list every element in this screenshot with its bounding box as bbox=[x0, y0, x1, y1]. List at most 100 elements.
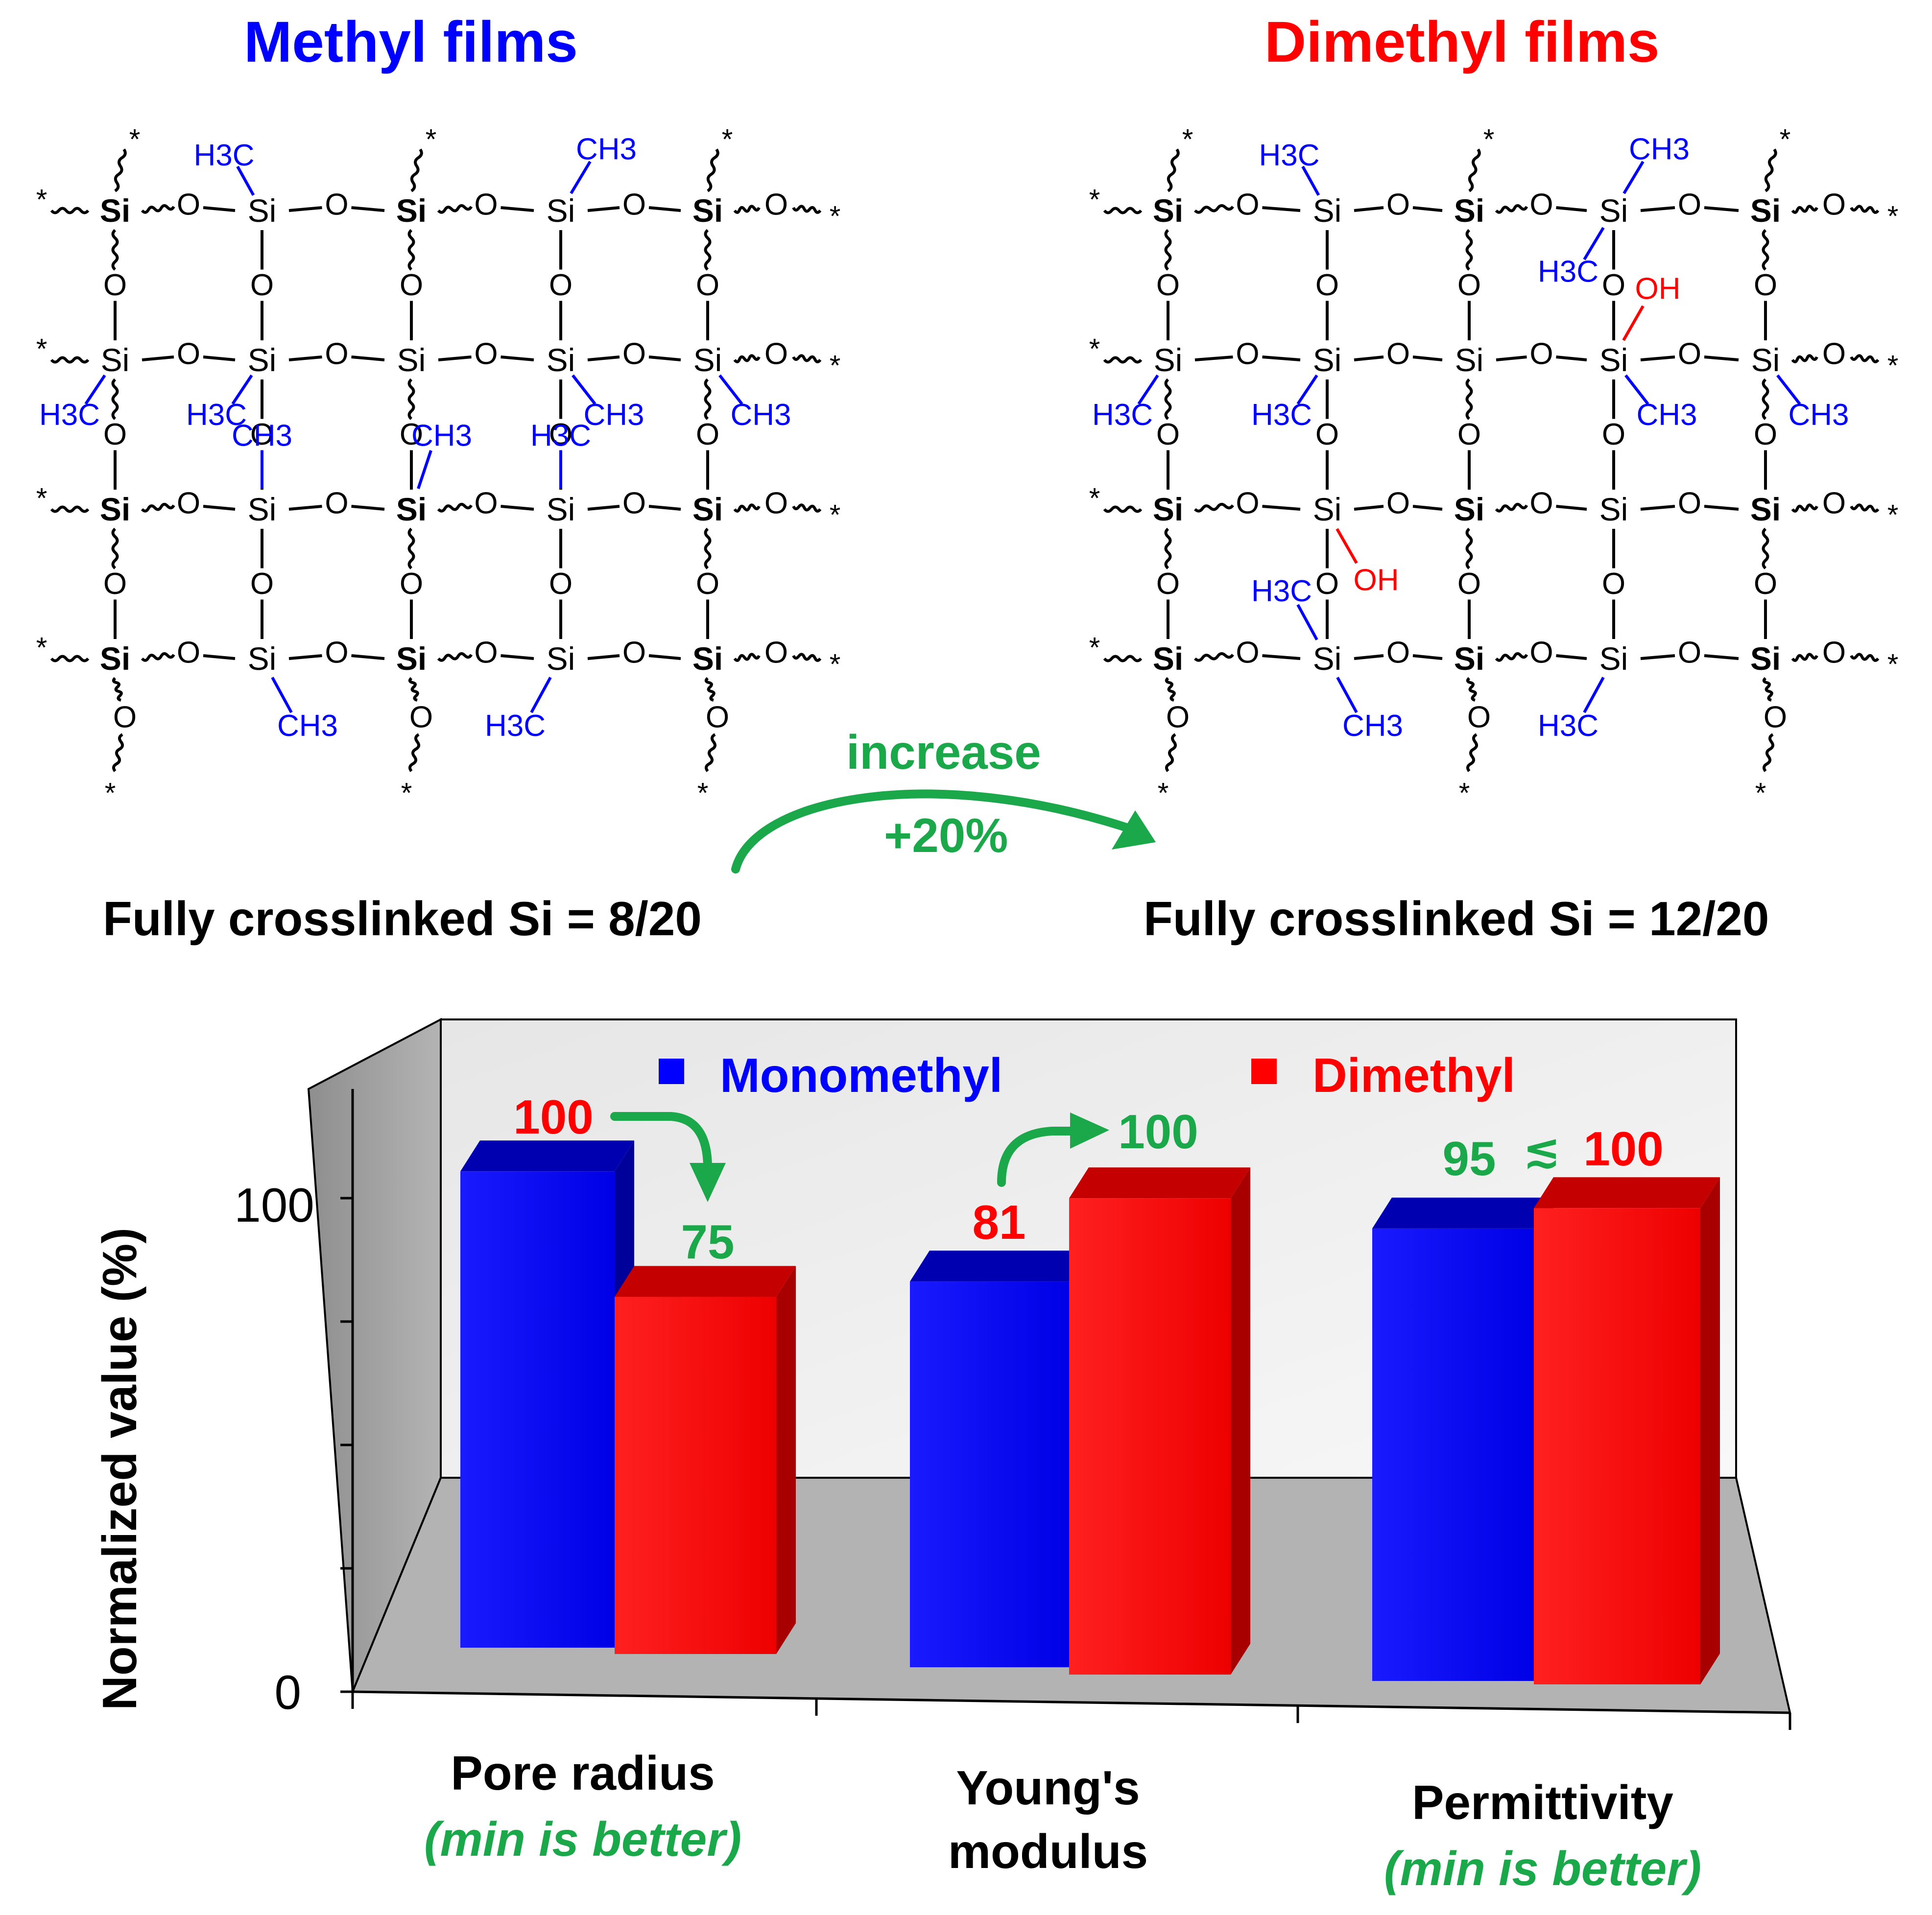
wavy-bond bbox=[1193, 652, 1234, 662]
wavy-bond bbox=[1791, 503, 1818, 513]
bar-front bbox=[615, 1297, 776, 1654]
bond bbox=[501, 355, 534, 361]
wavy-bond bbox=[1164, 229, 1172, 271]
bond bbox=[203, 505, 236, 511]
bond bbox=[1412, 355, 1443, 361]
legend-label-dimethyl: Dimethyl bbox=[1312, 1048, 1515, 1102]
bond bbox=[570, 161, 592, 194]
bar-monomethyl-1 bbox=[460, 1140, 634, 1648]
bond bbox=[1583, 227, 1605, 260]
oxygen-atom: O bbox=[1822, 636, 1846, 670]
wavy-bond bbox=[792, 354, 822, 363]
bond bbox=[1624, 374, 1649, 405]
methyl-group: H3C bbox=[1251, 574, 1312, 608]
wavy-bond bbox=[733, 503, 761, 513]
hydroxyl-group: OH bbox=[1635, 272, 1681, 306]
bond bbox=[1296, 374, 1318, 405]
wavy-bond bbox=[733, 354, 761, 363]
silicon-atom: Si bbox=[1750, 192, 1781, 229]
wavy-bond bbox=[792, 205, 822, 214]
bond bbox=[351, 505, 385, 511]
wavy-bond bbox=[114, 148, 127, 192]
bar-top bbox=[910, 1251, 1089, 1282]
chain-end-mark: * bbox=[1780, 124, 1791, 156]
wavy-bond bbox=[704, 677, 716, 702]
silicon-atom: Si bbox=[100, 491, 130, 527]
bond bbox=[1354, 654, 1384, 660]
bar-side bbox=[1231, 1167, 1250, 1675]
silicon-atom: Si bbox=[1313, 640, 1342, 677]
y-tick-label-0: 0 bbox=[274, 1665, 301, 1719]
oxygen-atom: O bbox=[113, 701, 137, 734]
silicon-atom: Si bbox=[1454, 640, 1484, 677]
oxygen-atom: O bbox=[325, 487, 348, 520]
chain-end-mark: * bbox=[1089, 333, 1100, 365]
oxygen-atom: O bbox=[1602, 567, 1625, 601]
pore-radius-end-label: 75 bbox=[681, 1215, 734, 1269]
chain-end-mark: * bbox=[401, 778, 412, 809]
right-title: Dimethyl films bbox=[1264, 10, 1660, 74]
oxygen-atom: O bbox=[250, 418, 274, 451]
oxygen-atom: O bbox=[409, 701, 433, 734]
wavy-bond bbox=[408, 733, 421, 772]
oxygen-atom: O bbox=[1386, 487, 1410, 520]
silicon-atom: Si bbox=[1751, 342, 1780, 378]
bond bbox=[203, 654, 236, 660]
oxygen-atom: O bbox=[764, 487, 788, 520]
silicon-atom: Si bbox=[1599, 491, 1628, 527]
y-tick-label-100: 100 bbox=[234, 1178, 314, 1232]
oxygen-atom: O bbox=[1236, 337, 1259, 371]
wavy-bond bbox=[437, 502, 473, 513]
oxygen-atom: O bbox=[177, 487, 200, 520]
bar-front bbox=[1372, 1228, 1534, 1681]
legend-swatch-monomethyl bbox=[659, 1059, 684, 1084]
silicon-atom: Si bbox=[692, 192, 723, 229]
bond bbox=[1556, 355, 1587, 361]
bond bbox=[351, 206, 385, 212]
wavy-bond bbox=[1103, 207, 1143, 214]
chain-end-mark: * bbox=[36, 483, 48, 515]
pore-radius-arrow-head bbox=[690, 1163, 726, 1202]
wavy-bond bbox=[1465, 527, 1473, 569]
bar-top bbox=[1372, 1197, 1553, 1229]
oxygen-atom: O bbox=[250, 567, 274, 601]
wavy-bond bbox=[407, 378, 415, 420]
oxygen-atom: O bbox=[325, 188, 348, 222]
bond bbox=[648, 206, 681, 212]
oxygen-atom: O bbox=[764, 337, 788, 371]
bond bbox=[203, 206, 236, 212]
oxygen-atom: O bbox=[1529, 487, 1553, 520]
bond bbox=[501, 505, 534, 511]
bar-top bbox=[615, 1266, 796, 1297]
oxygen-atom: O bbox=[622, 636, 646, 670]
oxygen-atom: O bbox=[1457, 567, 1481, 601]
bond bbox=[288, 355, 322, 361]
chain-end-mark: * bbox=[1089, 632, 1100, 664]
bond bbox=[501, 206, 534, 212]
wavy-bond bbox=[1762, 378, 1769, 420]
wavy-bond bbox=[1850, 653, 1880, 662]
hydroxyl-group: OH bbox=[1354, 564, 1399, 597]
methyl-group: H3C bbox=[39, 398, 100, 432]
wavy-bond bbox=[141, 502, 175, 513]
silicon-atom: Si bbox=[248, 342, 277, 378]
wavy-bond bbox=[1762, 733, 1775, 772]
oxygen-atom: O bbox=[1457, 418, 1481, 451]
silicon-atom: Si bbox=[547, 640, 575, 677]
silicon-atom: Si bbox=[248, 640, 277, 677]
bond bbox=[1556, 206, 1587, 212]
oxygen-atom: O bbox=[1457, 268, 1481, 302]
wavy-bond bbox=[1762, 677, 1773, 702]
oxygen-atom: O bbox=[1754, 567, 1777, 601]
increase-arrow bbox=[731, 789, 1131, 874]
increase-label: increase bbox=[846, 725, 1041, 779]
silicon-atom: Si bbox=[100, 192, 130, 229]
chain-end-mark: * bbox=[830, 499, 841, 531]
bar-side bbox=[776, 1266, 796, 1654]
oxygen-atom: O bbox=[103, 567, 127, 601]
silicon-atom: Si bbox=[1153, 491, 1183, 527]
oxygen-atom: O bbox=[549, 268, 572, 302]
oxygen-atom: O bbox=[400, 418, 423, 451]
bond bbox=[231, 374, 253, 405]
bond bbox=[1412, 505, 1443, 511]
